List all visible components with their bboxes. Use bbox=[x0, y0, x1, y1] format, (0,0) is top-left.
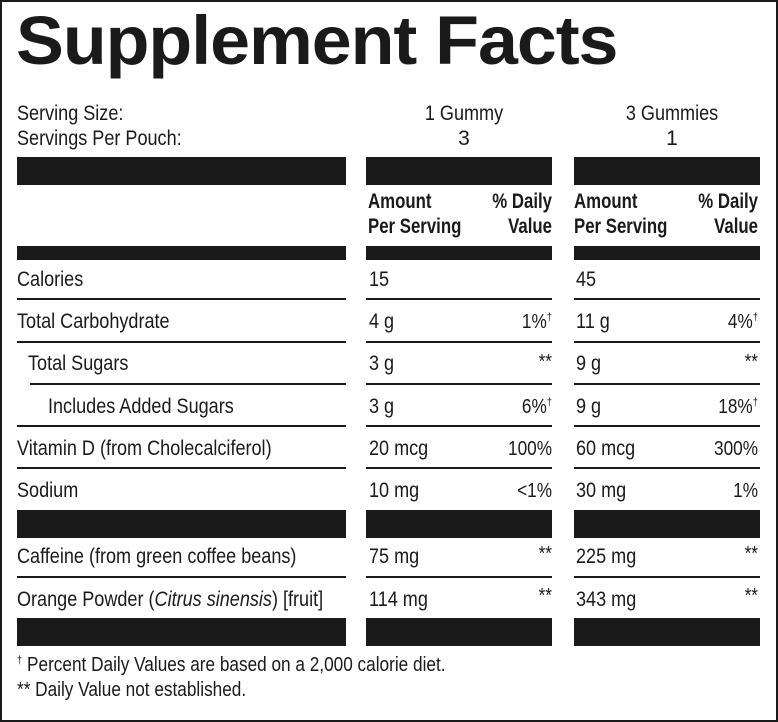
header-bar-label-col bbox=[17, 246, 346, 260]
row-divider bbox=[366, 467, 552, 469]
row-divider bbox=[17, 341, 346, 343]
row-divider bbox=[574, 341, 760, 343]
col2-amount: 343 mg bbox=[576, 588, 637, 611]
col1-amount: 15 bbox=[369, 268, 390, 291]
top-bar-col1 bbox=[366, 157, 552, 185]
row-label: Orange Powder (Citrus sinensis) [fruit] bbox=[17, 588, 324, 611]
col2-amount: 225 mg bbox=[576, 545, 637, 568]
mid-bar-col1 bbox=[366, 510, 552, 538]
row-label: Vitamin D (from Cholecalciferol) bbox=[17, 437, 272, 460]
header-bar-col1 bbox=[366, 246, 552, 260]
servings-per-pouch-label: Servings Per Pouch: bbox=[17, 127, 182, 150]
row-label: Caffeine (from green coffee beans) bbox=[17, 545, 297, 568]
row-label: Includes Added Sugars bbox=[48, 395, 234, 418]
serving-size-label: Serving Size: bbox=[17, 102, 124, 125]
row-divider bbox=[574, 383, 760, 385]
row-divider bbox=[366, 298, 552, 300]
row-divider bbox=[366, 425, 552, 427]
row-divider bbox=[17, 467, 346, 469]
footnote-not-established: ** Daily Value not established. bbox=[17, 679, 247, 701]
row-label: Total Sugars bbox=[28, 352, 129, 375]
col1-serving-size: 1 Gummy bbox=[424, 102, 504, 125]
col2-dv-header-line1: % Daily bbox=[698, 190, 758, 213]
row-label: Sodium bbox=[17, 479, 79, 502]
col1-amount: 75 mg bbox=[369, 545, 420, 568]
bottom-bar-label-col bbox=[17, 618, 346, 646]
col1-amount: 3 g bbox=[369, 352, 395, 375]
row-divider bbox=[17, 298, 346, 300]
row-divider bbox=[17, 425, 346, 427]
bottom-bar-col2 bbox=[574, 618, 760, 646]
col1-daily-value: ** bbox=[538, 543, 552, 565]
col1-amount: 4 g bbox=[369, 310, 395, 333]
col2-daily-value: 300% bbox=[714, 438, 758, 460]
row-divider bbox=[17, 576, 346, 578]
col2-amount: 11 g bbox=[576, 310, 610, 333]
col1-amount-header-line1: Amount bbox=[368, 190, 432, 213]
col1-daily-value: ** bbox=[538, 351, 552, 373]
col1-amount: 10 mg bbox=[369, 479, 420, 502]
col2-daily-value: ** bbox=[744, 351, 758, 373]
col2-daily-value: 1% bbox=[733, 480, 758, 502]
dagger-mark: † bbox=[17, 654, 23, 667]
col1-daily-value: 6%† bbox=[521, 396, 552, 418]
col1-amount: 114 mg bbox=[369, 588, 428, 611]
row-divider bbox=[574, 467, 760, 469]
top-bar-col2 bbox=[574, 157, 760, 185]
row-divider bbox=[574, 298, 760, 300]
col2-serving-size: 3 Gummies bbox=[625, 102, 719, 125]
col1-daily-value: ** bbox=[538, 585, 552, 607]
row-divider bbox=[366, 341, 552, 343]
col2-amount: 9 g bbox=[576, 395, 602, 418]
row-divider bbox=[366, 383, 552, 385]
col1-amount: 3 g bbox=[369, 395, 395, 418]
mid-bar-label-col bbox=[17, 510, 346, 538]
col2-daily-value: ** bbox=[744, 543, 758, 565]
col2-amount: 30 mg bbox=[576, 479, 627, 502]
row-divider bbox=[30, 383, 346, 385]
dagger-mark: † bbox=[546, 396, 552, 409]
col2-daily-value: 18%† bbox=[718, 396, 758, 418]
row-label: Total Carbohydrate bbox=[17, 310, 170, 333]
dagger-mark: † bbox=[752, 311, 758, 324]
row-label: Calories bbox=[17, 268, 84, 291]
panel-title: Supplement Facts bbox=[16, 2, 618, 79]
header-bar-col2 bbox=[574, 246, 760, 260]
col1-servings-per-pouch: 3 bbox=[458, 127, 470, 150]
col2-servings-per-pouch: 1 bbox=[666, 127, 678, 150]
bottom-bar-col1 bbox=[366, 618, 552, 646]
col2-amount-header-line1: Amount bbox=[574, 190, 638, 213]
col1-amount: 20 mcg bbox=[369, 437, 429, 460]
col2-daily-value: 4%† bbox=[727, 311, 758, 333]
mid-bar-col2 bbox=[574, 510, 760, 538]
row-divider bbox=[366, 576, 552, 578]
row-divider bbox=[574, 576, 760, 578]
row-divider bbox=[574, 425, 760, 427]
footnote-daily-value: † Percent Daily Values are based on a 2,… bbox=[17, 654, 446, 676]
col1-daily-value: 1%† bbox=[521, 311, 552, 333]
col2-amount: 60 mcg bbox=[576, 437, 636, 460]
col2-dv-header-line2: Value bbox=[714, 215, 758, 238]
col2-amount: 9 g bbox=[576, 352, 602, 375]
col1-dv-header-line1: % Daily bbox=[492, 190, 552, 213]
top-bar-label-col bbox=[17, 157, 346, 185]
dagger-mark: † bbox=[752, 396, 758, 409]
dagger-mark: † bbox=[546, 311, 552, 324]
col2-daily-value: ** bbox=[744, 585, 758, 607]
col1-amount-header-line2: Per Serving bbox=[368, 215, 462, 238]
col2-amount-header-line2: Per Serving bbox=[574, 215, 668, 238]
col1-dv-header-line2: Value bbox=[508, 215, 552, 238]
col1-daily-value: <1% bbox=[517, 480, 552, 502]
col2-amount: 45 bbox=[576, 268, 597, 291]
col1-daily-value: 100% bbox=[508, 438, 552, 460]
